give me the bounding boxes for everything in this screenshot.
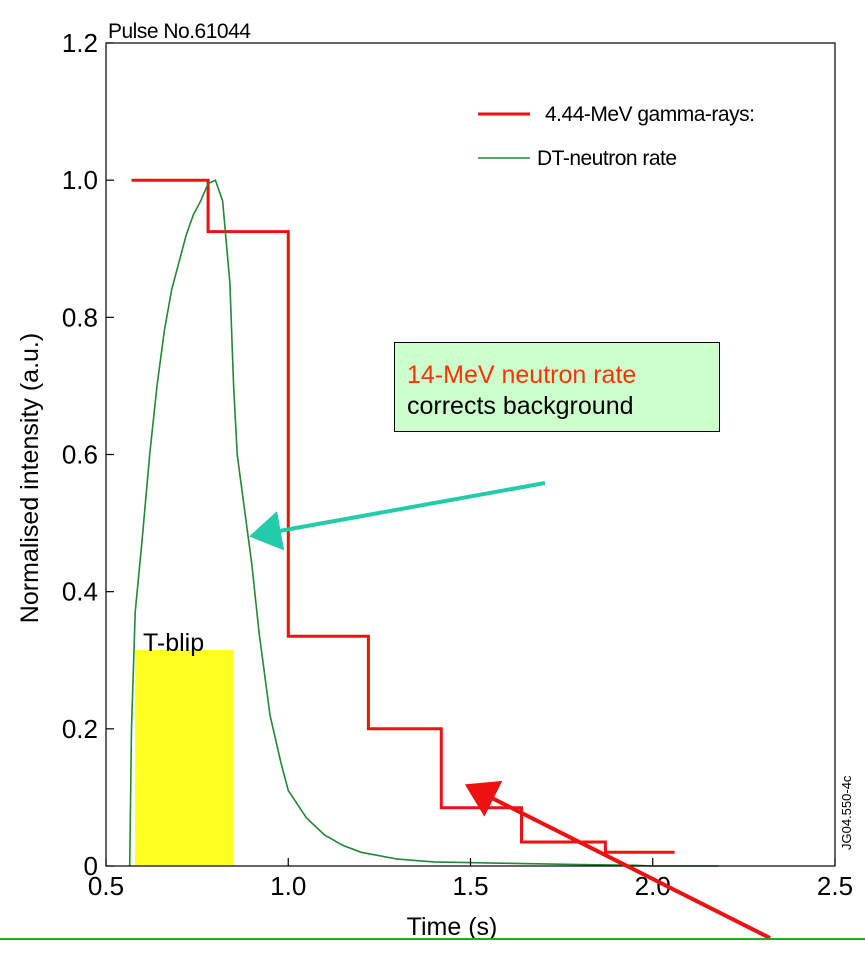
y-tick-label: 0 — [84, 851, 98, 881]
x-tick-label: 2.5 — [817, 871, 853, 901]
series-line-neutron — [128, 179, 719, 867]
legend-label-gamma: 4.44-MeV gamma-rays: — [545, 103, 754, 126]
x-tick-label: 1.0 — [270, 871, 306, 901]
x-axis-title: Time (s) — [407, 913, 498, 941]
tick-layer: 0.5 1.0 1.5 2.0 2.500.20.40.60.81.01.2 — [62, 28, 853, 901]
x-tick-label: 1.5 — [452, 871, 488, 901]
t-blip-region — [135, 649, 234, 866]
y-tick-label: 1.0 — [62, 165, 98, 195]
y-tick-label: 0.4 — [62, 577, 98, 607]
series-layer — [128, 178, 719, 867]
red-arrow — [464, 780, 771, 940]
callout-box: 14-MeV neutron rate corrects background — [394, 342, 720, 432]
pulse-label: Pulse No.61044 — [108, 20, 251, 43]
y-tick-label: 0.6 — [62, 440, 98, 470]
t-blip-label: T-blip — [143, 629, 204, 657]
callout-line-2: corrects background — [407, 392, 634, 420]
legend: 4.44-MeV gamma-rays: DT-neutron rate — [478, 103, 755, 170]
y-tick-label: 0.8 — [62, 302, 98, 332]
y-axis-title: Normalised intensity (a.u.) — [16, 333, 44, 623]
teal-arrow — [249, 481, 546, 551]
series-line-gamma — [131, 178, 675, 854]
callout-line-1: 14-MeV neutron rate — [407, 361, 637, 389]
y-tick-label: 1.2 — [62, 28, 98, 58]
figure-code: JG04.550-4c — [839, 775, 854, 850]
bottom-caption-box — [0, 938, 865, 969]
legend-label-neutron: DT-neutron rate — [537, 147, 677, 170]
x-tick-label: 0.5 — [88, 871, 124, 901]
top-strip — [0, 0, 865, 10]
y-tick-label: 0.2 — [62, 714, 98, 744]
